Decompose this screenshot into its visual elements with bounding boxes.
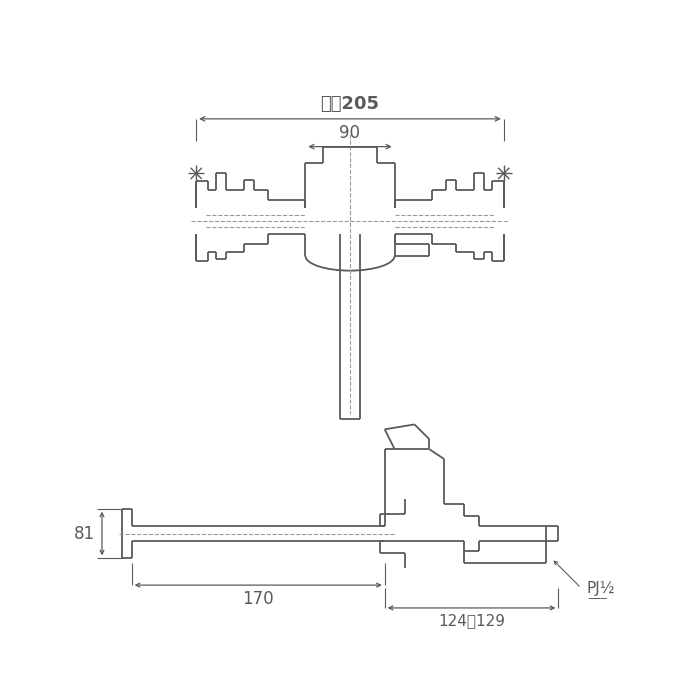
Text: 最大205: 最大205 <box>321 95 379 113</box>
Text: 90: 90 <box>340 124 360 141</box>
Text: PJ½: PJ½ <box>586 580 615 596</box>
Text: 81: 81 <box>74 524 95 542</box>
Text: 170: 170 <box>242 590 274 608</box>
Text: ___: ___ <box>588 586 607 599</box>
Text: 124～129: 124～129 <box>438 613 505 628</box>
